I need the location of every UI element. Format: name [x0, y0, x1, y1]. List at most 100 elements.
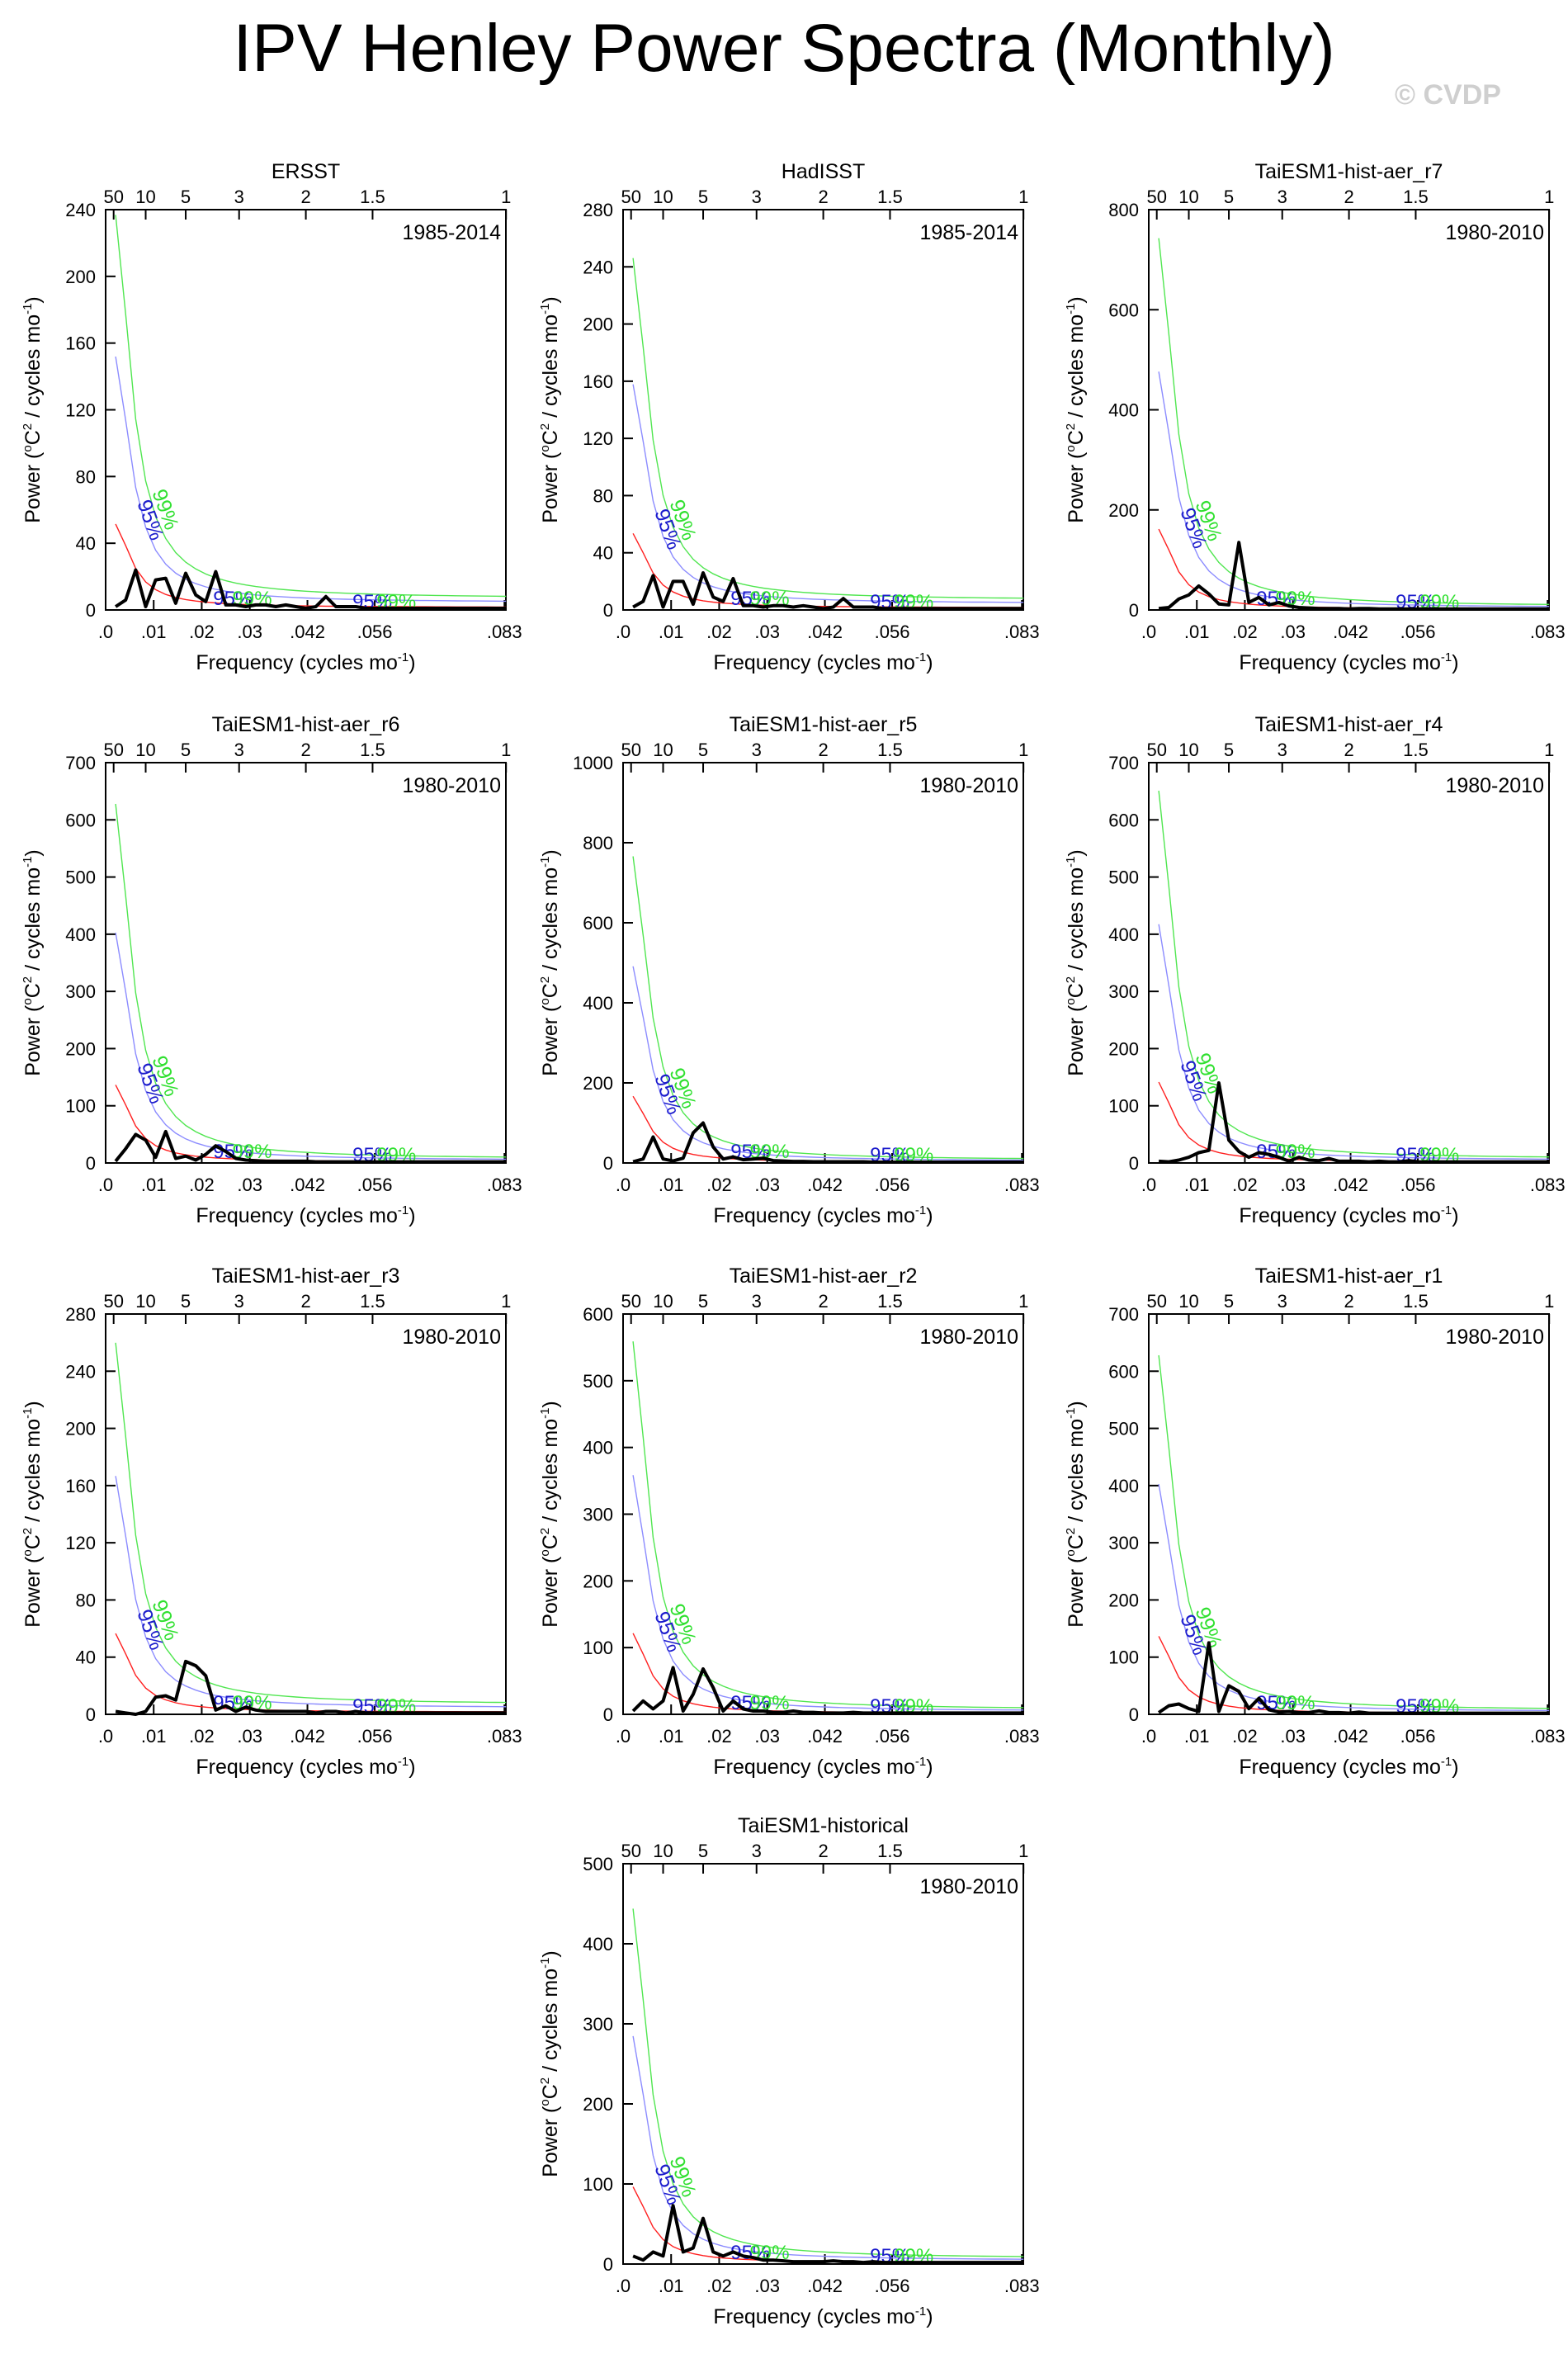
- y-tick-label: 700: [1108, 753, 1139, 773]
- y-tick-label: 200: [65, 267, 96, 287]
- y-axis-label: Power (oC2 / cycles mo-1): [21, 296, 45, 523]
- x-tick-label: .02: [1232, 622, 1258, 642]
- y-tick-label: 120: [65, 400, 96, 421]
- y-tick-label: 0: [86, 1704, 96, 1725]
- spectrum-line: [114, 1129, 507, 1164]
- spectrum-line: [632, 2204, 1024, 2265]
- panel-title: TaiESM1-hist-aer_r4: [1255, 713, 1443, 736]
- period-label: 1980-2010: [1445, 1326, 1544, 1349]
- x-tick-label: .01: [659, 1726, 684, 1747]
- x-tick-label: .02: [706, 622, 732, 642]
- x-tick-label: .0: [1141, 622, 1156, 642]
- confidence-99-curve: [632, 1908, 1024, 2257]
- y-tick-label: 200: [583, 2094, 613, 2115]
- y-tick-label: 400: [583, 1934, 613, 1955]
- period-tick-label: 5: [698, 740, 708, 760]
- period-tick-label: 10: [653, 1841, 673, 1861]
- confidence-95-curve: [632, 2035, 1024, 2260]
- y-tick-label: 300: [583, 2014, 613, 2035]
- y-tick-label: 600: [583, 913, 613, 934]
- period-tick-label: 50: [1146, 187, 1166, 207]
- panel-title: TaiESM1-hist-aer_r6: [212, 713, 400, 736]
- period-tick-label: 10: [653, 740, 673, 760]
- y-tick-label: 1000: [573, 753, 613, 773]
- y-tick-label: 600: [583, 1304, 613, 1325]
- x-tick-label: .042: [290, 1175, 325, 1195]
- y-tick-label: 700: [1108, 1304, 1139, 1325]
- x-tick-label: .056: [875, 2276, 910, 2296]
- period-tick-label: 5: [181, 1291, 191, 1312]
- red-noise-curve: [115, 523, 507, 608]
- y-tick-label: 700: [65, 753, 96, 773]
- period-tick-label: 50: [621, 740, 640, 760]
- y-tick-label: 0: [1129, 1704, 1139, 1725]
- y-tick-label: 400: [583, 1438, 613, 1458]
- confidence-95-curve: [115, 932, 507, 1160]
- period-tick-label: 3: [752, 1291, 762, 1312]
- period-tick-label: 10: [135, 187, 155, 207]
- period-tick-label: 1: [501, 187, 511, 207]
- confidence-99-curve: [632, 1341, 1024, 1709]
- period-tick-label: 10: [1178, 187, 1198, 207]
- period-tick-label: 3: [1278, 740, 1287, 760]
- confidence-95-curve: [115, 1476, 507, 1708]
- red-noise-curve: [632, 2186, 1024, 2263]
- x-tick-label: .083: [487, 622, 522, 642]
- period-tick-label: 5: [181, 187, 191, 207]
- confidence-99-curve: [1158, 1354, 1550, 1709]
- period-tick-label: 1.5: [877, 740, 903, 760]
- x-tick-label: .03: [1280, 1726, 1306, 1747]
- x-axis-label: Frequency (cycles mo-1): [1239, 1203, 1458, 1227]
- y-tick-label: 500: [583, 1371, 613, 1392]
- period-tick-label: 5: [1224, 1291, 1234, 1312]
- period-tick-label: 5: [1224, 187, 1234, 207]
- x-tick-label: .03: [1280, 622, 1306, 642]
- x-axis-label: Frequency (cycles mo-1): [713, 1755, 933, 1779]
- spectrum-line: [114, 568, 507, 610]
- spectrum-line: [115, 1659, 507, 1716]
- x-tick-label: .083: [1004, 1175, 1040, 1195]
- x-axis-label: Frequency (cycles mo-1): [196, 650, 415, 674]
- y-tick-label: 300: [65, 981, 96, 1002]
- x-tick-label: .0: [616, 1726, 631, 1747]
- y-tick-label: 400: [1108, 400, 1139, 421]
- period-tick-label: 2: [300, 740, 310, 760]
- x-tick-label: .083: [1004, 2276, 1040, 2296]
- y-tick-label: 400: [583, 993, 613, 1014]
- x-tick-label: .0: [98, 1726, 113, 1747]
- period-tick-label: 1: [501, 740, 511, 760]
- y-tick-label: 160: [583, 371, 613, 392]
- y-tick-label: 200: [583, 314, 613, 335]
- y-tick-label: 280: [65, 1304, 96, 1325]
- x-tick-label: .01: [141, 1726, 167, 1747]
- y-tick-label: 600: [1108, 810, 1139, 830]
- x-tick-label: .0: [616, 622, 631, 642]
- panel-title: TaiESM1-hist-aer_r7: [1255, 160, 1443, 183]
- period-tick-label: 1.5: [877, 1291, 903, 1312]
- y-tick-label: 500: [1108, 867, 1139, 888]
- y-tick-label: 120: [583, 428, 613, 449]
- period-label: 1985-2014: [919, 221, 1018, 244]
- x-tick-label: .083: [487, 1726, 522, 1747]
- period-label: 1985-2014: [402, 221, 501, 244]
- y-tick-label: 0: [1129, 1153, 1139, 1174]
- confidence-99-curve: [632, 856, 1024, 1160]
- x-tick-label: .03: [754, 622, 780, 642]
- x-axis-label: Frequency (cycles mo-1): [713, 650, 933, 674]
- y-tick-label: 400: [65, 924, 96, 945]
- y-tick-label: 240: [583, 257, 613, 277]
- period-tick-label: 50: [1146, 1291, 1166, 1312]
- period-label: 1980-2010: [919, 1326, 1018, 1349]
- period-label: 1980-2010: [402, 774, 501, 797]
- watermark: © CVDP: [1395, 79, 1501, 111]
- confidence-99-curve: [115, 803, 507, 1158]
- plot-frame: [1148, 762, 1550, 1164]
- panel-title: TaiESM1-hist-aer_r2: [730, 1264, 918, 1288]
- red-noise-curve: [1158, 528, 1550, 610]
- x-tick-label: .02: [189, 1175, 215, 1195]
- y-tick-label: 160: [65, 1476, 96, 1496]
- period-tick-label: 10: [1178, 1291, 1198, 1312]
- x-tick-label: .056: [875, 1175, 910, 1195]
- plot-frame: [622, 209, 1024, 611]
- y-tick-label: 100: [1108, 1096, 1139, 1117]
